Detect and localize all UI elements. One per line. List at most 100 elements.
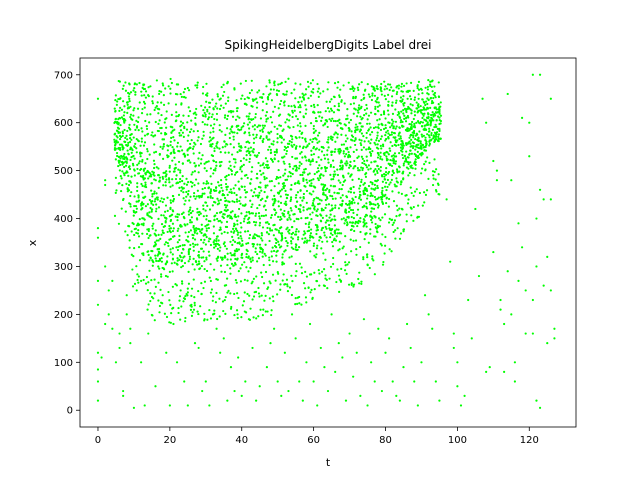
- spike-point: [361, 167, 365, 170]
- spike-point: [358, 195, 361, 199]
- spike-point: [503, 322, 506, 326]
- spike-point: [124, 89, 128, 92]
- spike-point: [420, 172, 423, 175]
- spike-point: [220, 85, 223, 89]
- spike-point: [285, 118, 289, 121]
- spike-point: [342, 150, 345, 153]
- spike-point: [356, 213, 359, 216]
- spike-point: [190, 303, 193, 306]
- spike-point: [251, 195, 255, 198]
- spike-point: [140, 202, 143, 205]
- spike-point: [230, 262, 234, 265]
- spike-point: [253, 233, 256, 236]
- spike-point: [318, 239, 321, 242]
- spike-point: [273, 158, 276, 161]
- spike-point: [337, 148, 340, 151]
- spike-point: [391, 104, 394, 107]
- spike-point: [150, 189, 153, 192]
- spike-point: [382, 110, 386, 113]
- spike-point: [165, 351, 168, 354]
- spike-point: [163, 225, 167, 228]
- spike-point: [391, 144, 394, 148]
- spike-point: [426, 85, 429, 88]
- spike-point: [258, 194, 261, 197]
- spike-point: [237, 270, 240, 273]
- spike-point: [296, 302, 299, 306]
- spike-point: [401, 120, 404, 123]
- spike-point: [275, 260, 278, 263]
- spike-point: [356, 109, 359, 112]
- spike-point: [215, 235, 219, 238]
- spike-point: [334, 204, 337, 207]
- spike-point: [190, 119, 193, 122]
- spike-point: [386, 158, 389, 161]
- spike-point: [316, 141, 319, 144]
- spike-point: [260, 173, 263, 176]
- spike-point: [120, 143, 123, 146]
- spike-point: [200, 282, 203, 285]
- spike-point: [126, 149, 129, 152]
- spike-point: [351, 221, 354, 224]
- spike-point: [285, 240, 288, 243]
- spike-point: [284, 236, 287, 240]
- spike-point: [223, 230, 226, 234]
- spike-point: [309, 94, 312, 97]
- spike-point: [200, 194, 204, 197]
- spike-point: [144, 173, 147, 176]
- spike-point: [356, 224, 359, 228]
- spike-point: [350, 250, 353, 253]
- spike-point: [357, 202, 360, 205]
- spike-point: [131, 221, 134, 225]
- spike-point: [419, 152, 423, 155]
- spike-point: [296, 248, 299, 251]
- spike-point: [376, 171, 379, 175]
- spike-point: [432, 101, 435, 104]
- spike-point: [223, 203, 227, 207]
- spike-point: [258, 89, 261, 92]
- spike-point: [407, 142, 410, 145]
- spike-point: [271, 246, 274, 249]
- spike-point: [329, 135, 333, 138]
- spike-point: [251, 256, 254, 259]
- spike-point: [379, 169, 382, 172]
- spike-point: [294, 262, 297, 265]
- spike-point: [205, 182, 208, 185]
- spike-point: [280, 141, 283, 144]
- y-axis-label: x: [26, 239, 39, 246]
- spike-point: [307, 223, 310, 226]
- spike-point: [271, 160, 274, 163]
- spike-point: [104, 322, 107, 326]
- spike-point: [433, 139, 436, 142]
- spike-point: [470, 337, 473, 340]
- spike-point: [260, 232, 263, 235]
- spike-point: [208, 140, 211, 143]
- spike-point: [156, 198, 159, 201]
- spike-point: [395, 140, 398, 144]
- spike-point: [315, 160, 318, 164]
- spike-point: [196, 189, 199, 192]
- spike-point: [133, 204, 136, 208]
- spike-point: [424, 86, 427, 89]
- spike-point: [178, 254, 182, 257]
- spike-point: [295, 270, 298, 273]
- spike-point: [286, 193, 289, 197]
- spike-point: [291, 280, 294, 283]
- spike-point: [111, 279, 114, 282]
- spike-point: [402, 164, 405, 167]
- spike-point: [431, 100, 434, 103]
- spike-point: [284, 121, 287, 124]
- spike-point: [180, 186, 183, 189]
- spike-point: [410, 152, 413, 155]
- spike-point: [283, 250, 286, 253]
- spike-point: [395, 86, 398, 89]
- spike-point: [152, 171, 155, 174]
- spike-point: [170, 113, 173, 116]
- spike-point: [315, 171, 319, 174]
- spike-point: [372, 126, 376, 130]
- spike-point: [434, 123, 437, 126]
- spike-point: [183, 261, 187, 265]
- spike-point: [230, 130, 233, 133]
- spike-point: [354, 137, 357, 140]
- spike-point: [291, 109, 294, 112]
- spike-point: [244, 102, 247, 105]
